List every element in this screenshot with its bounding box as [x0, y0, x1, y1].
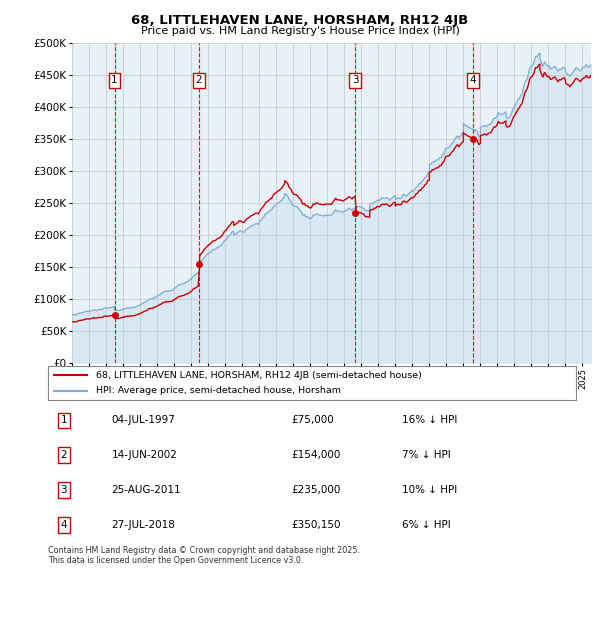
- Text: 4: 4: [470, 75, 476, 85]
- Text: 6% ↓ HPI: 6% ↓ HPI: [402, 520, 451, 530]
- Text: 2: 2: [61, 450, 67, 460]
- Text: 16% ↓ HPI: 16% ↓ HPI: [402, 415, 457, 425]
- Text: Contains HM Land Registry data © Crown copyright and database right 2025.
This d: Contains HM Land Registry data © Crown c…: [48, 546, 360, 565]
- Text: 7% ↓ HPI: 7% ↓ HPI: [402, 450, 451, 460]
- Text: 68, LITTLEHAVEN LANE, HORSHAM, RH12 4JB (semi-detached house): 68, LITTLEHAVEN LANE, HORSHAM, RH12 4JB …: [95, 371, 421, 379]
- Text: 25-AUG-2011: 25-AUG-2011: [112, 485, 181, 495]
- Text: £154,000: £154,000: [291, 450, 340, 460]
- Text: 1: 1: [111, 75, 118, 85]
- Text: £75,000: £75,000: [291, 415, 334, 425]
- Text: 4: 4: [61, 520, 67, 530]
- Text: HPI: Average price, semi-detached house, Horsham: HPI: Average price, semi-detached house,…: [95, 386, 341, 395]
- Text: 10% ↓ HPI: 10% ↓ HPI: [402, 485, 457, 495]
- Text: 3: 3: [352, 75, 359, 85]
- Text: Price paid vs. HM Land Registry's House Price Index (HPI): Price paid vs. HM Land Registry's House …: [140, 26, 460, 36]
- Text: £350,150: £350,150: [291, 520, 340, 530]
- Text: 27-JUL-2018: 27-JUL-2018: [112, 520, 175, 530]
- Text: 3: 3: [61, 485, 67, 495]
- Text: 1: 1: [61, 415, 67, 425]
- Text: 04-JUL-1997: 04-JUL-1997: [112, 415, 175, 425]
- Text: £235,000: £235,000: [291, 485, 340, 495]
- Text: 68, LITTLEHAVEN LANE, HORSHAM, RH12 4JB: 68, LITTLEHAVEN LANE, HORSHAM, RH12 4JB: [131, 14, 469, 27]
- Text: 14-JUN-2002: 14-JUN-2002: [112, 450, 177, 460]
- Text: 2: 2: [196, 75, 202, 85]
